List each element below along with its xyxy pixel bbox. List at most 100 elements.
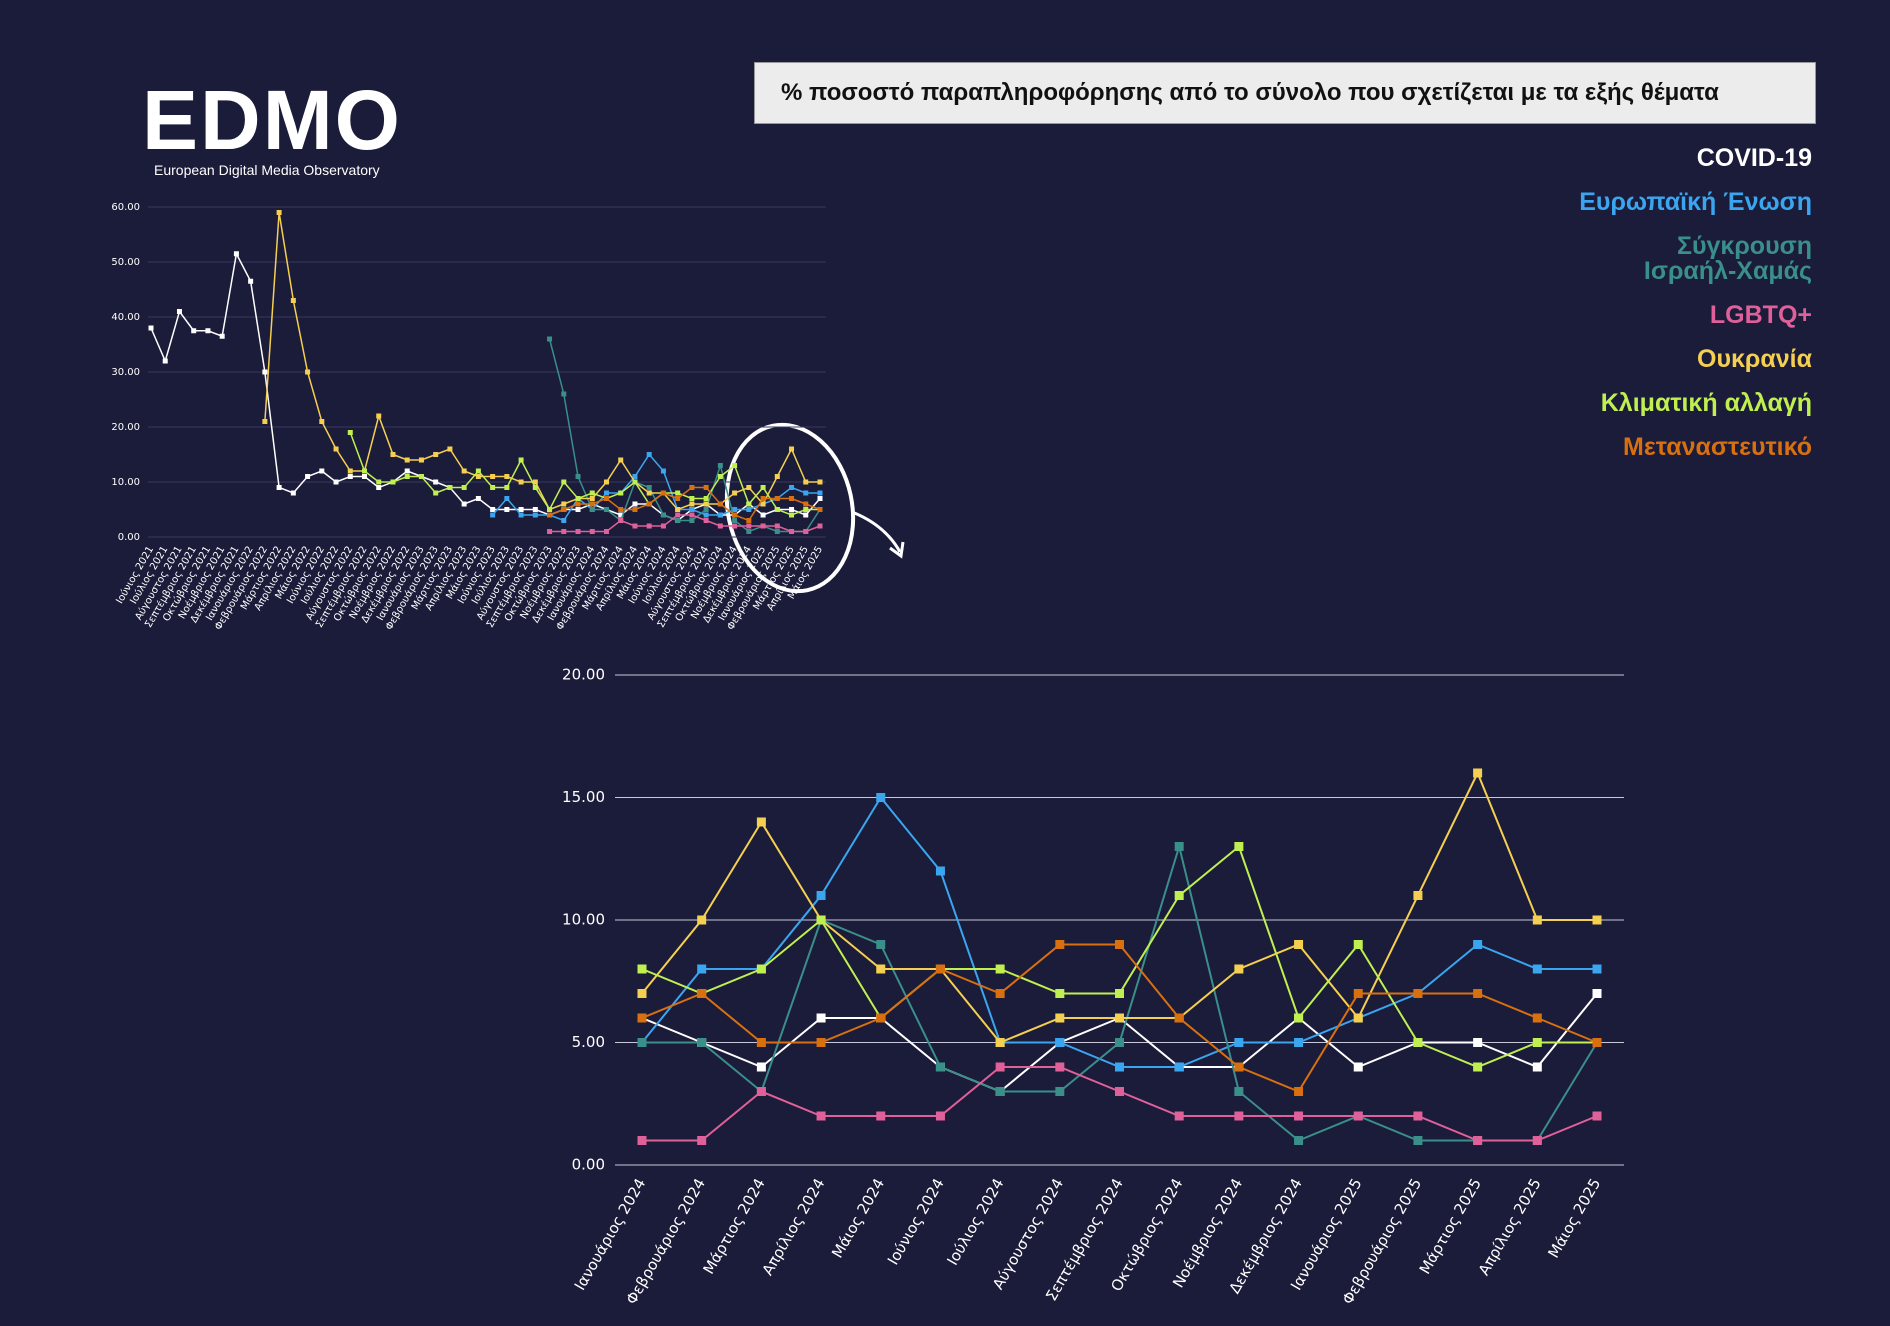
point-marker (646, 485, 652, 490)
point-marker (1473, 1062, 1483, 1072)
point-marker (1174, 891, 1184, 900)
point-marker (817, 523, 823, 529)
point-marker (816, 891, 826, 900)
point-marker (1234, 1062, 1244, 1072)
point-marker (1115, 1062, 1124, 1072)
point-marker (490, 474, 496, 479)
point-marker (1294, 1038, 1304, 1047)
point-marker (1174, 1111, 1184, 1121)
point-marker (618, 490, 624, 496)
point-marker (703, 485, 709, 490)
point-marker (1413, 1038, 1423, 1047)
point-marker (876, 1013, 886, 1023)
point-marker (717, 501, 723, 507)
y-tick-label: 20.00 (562, 666, 605, 684)
point-marker (1413, 891, 1423, 900)
series-line (349, 432, 820, 516)
point-marker (362, 468, 368, 474)
point-marker (1055, 940, 1065, 949)
point-marker (703, 512, 709, 518)
point-marker (433, 479, 439, 485)
point-marker (1473, 940, 1483, 949)
point-marker (746, 518, 752, 523)
point-marker (789, 529, 795, 534)
point-marker (816, 1038, 826, 1047)
point-marker (1353, 940, 1363, 949)
legend-entry: Σύγκρουση Ισραήλ-Χαμάς (1643, 232, 1812, 285)
point-marker (789, 496, 795, 501)
point-marker (347, 468, 353, 474)
point-marker (518, 457, 524, 463)
point-marker (632, 523, 638, 529)
point-marker (774, 523, 780, 529)
point-marker (404, 468, 410, 474)
point-marker (1234, 1111, 1244, 1121)
x-tick-label: Ιούλιος 2024 (943, 1175, 1007, 1268)
point-marker (632, 507, 638, 512)
point-marker (233, 251, 239, 257)
point-marker (935, 1062, 945, 1072)
point-marker (1294, 1013, 1304, 1023)
point-marker (1115, 989, 1124, 998)
point-marker (504, 496, 510, 501)
point-marker (561, 518, 567, 523)
legend-entry: Κλιματική αλλαγή (1600, 389, 1812, 417)
point-marker (1532, 1013, 1542, 1023)
point-marker (390, 479, 396, 485)
x-tick-label: Απρίλιος 2025 (1475, 1175, 1545, 1278)
point-marker (305, 369, 311, 375)
point-marker (756, 1038, 766, 1047)
point-marker (746, 485, 752, 490)
point-marker (1174, 1013, 1184, 1023)
y-tick-label: 40.00 (111, 312, 140, 323)
point-marker (561, 507, 567, 512)
point-marker (475, 496, 481, 501)
y-tick-label: 50.00 (111, 257, 140, 268)
point-marker (475, 468, 481, 474)
point-marker (532, 512, 538, 518)
point-marker (1532, 1062, 1542, 1072)
point-marker (660, 490, 666, 496)
point-marker (589, 507, 595, 512)
point-marker (305, 474, 311, 479)
point-marker (1055, 1013, 1065, 1023)
point-marker (1055, 1038, 1065, 1047)
point-marker (618, 457, 624, 463)
point-marker (876, 1111, 886, 1121)
point-marker (817, 490, 823, 496)
point-marker (1234, 842, 1244, 851)
y-tick-label: 60.00 (111, 202, 140, 213)
point-marker (589, 490, 595, 496)
point-marker (1592, 964, 1602, 974)
point-marker (490, 485, 496, 490)
point-marker (575, 507, 581, 512)
series-line (150, 251, 821, 522)
point-marker (1115, 1013, 1124, 1023)
point-marker (418, 457, 424, 463)
point-marker (589, 529, 595, 534)
point-marker (935, 964, 945, 974)
point-marker (404, 457, 410, 463)
point-marker (603, 490, 609, 496)
point-marker (760, 523, 766, 529)
point-marker (1413, 1111, 1423, 1121)
point-marker (774, 529, 780, 534)
point-marker (760, 496, 766, 501)
point-marker (697, 989, 707, 998)
point-marker (504, 474, 510, 479)
point-marker (1115, 940, 1124, 949)
series-line (641, 844, 1597, 1069)
point-marker (162, 358, 168, 364)
point-marker (746, 529, 752, 534)
legend-entry: LGBTQ+ (1709, 301, 1812, 329)
point-marker (1473, 989, 1483, 998)
point-marker (532, 479, 538, 485)
point-marker (756, 1062, 766, 1072)
point-marker (447, 485, 453, 490)
point-marker (461, 485, 467, 490)
point-marker (876, 793, 886, 802)
point-marker (816, 915, 826, 925)
point-marker (803, 507, 809, 512)
point-marker (219, 333, 225, 339)
point-marker (532, 507, 538, 512)
